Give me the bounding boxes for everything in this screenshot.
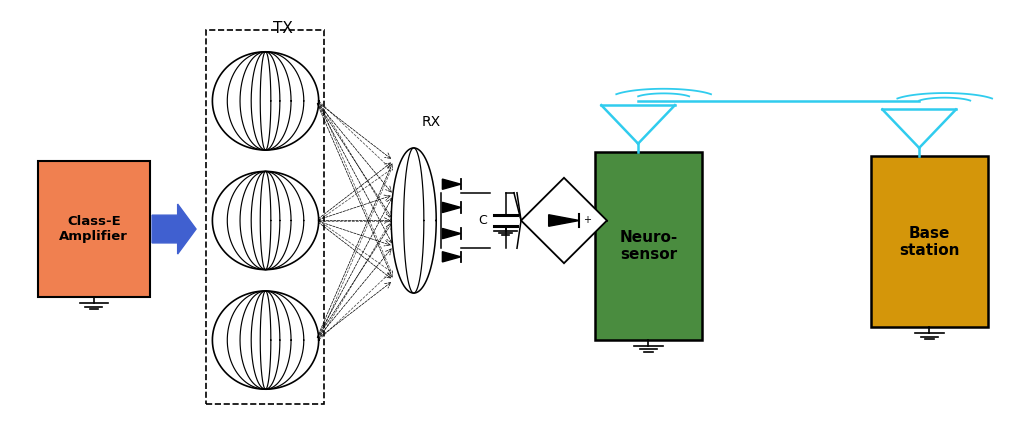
Text: C: C (478, 214, 487, 227)
Polygon shape (442, 179, 461, 189)
Polygon shape (442, 252, 461, 262)
Bar (595, 152, 702, 340)
Polygon shape (442, 202, 461, 213)
Polygon shape (442, 228, 461, 239)
Bar (870, 157, 988, 327)
FancyArrow shape (152, 204, 196, 254)
Text: RX: RX (422, 115, 440, 129)
Polygon shape (521, 178, 607, 263)
Bar (37, 161, 150, 297)
Text: +: + (583, 216, 592, 225)
Polygon shape (549, 215, 579, 226)
Text: Neuro-
sensor: Neuro- sensor (620, 230, 678, 262)
Text: Class-E
Amplifier: Class-E Amplifier (59, 215, 128, 243)
Text: Base
station: Base station (899, 226, 959, 258)
Text: TX: TX (272, 21, 293, 36)
Bar (206, 30, 324, 404)
